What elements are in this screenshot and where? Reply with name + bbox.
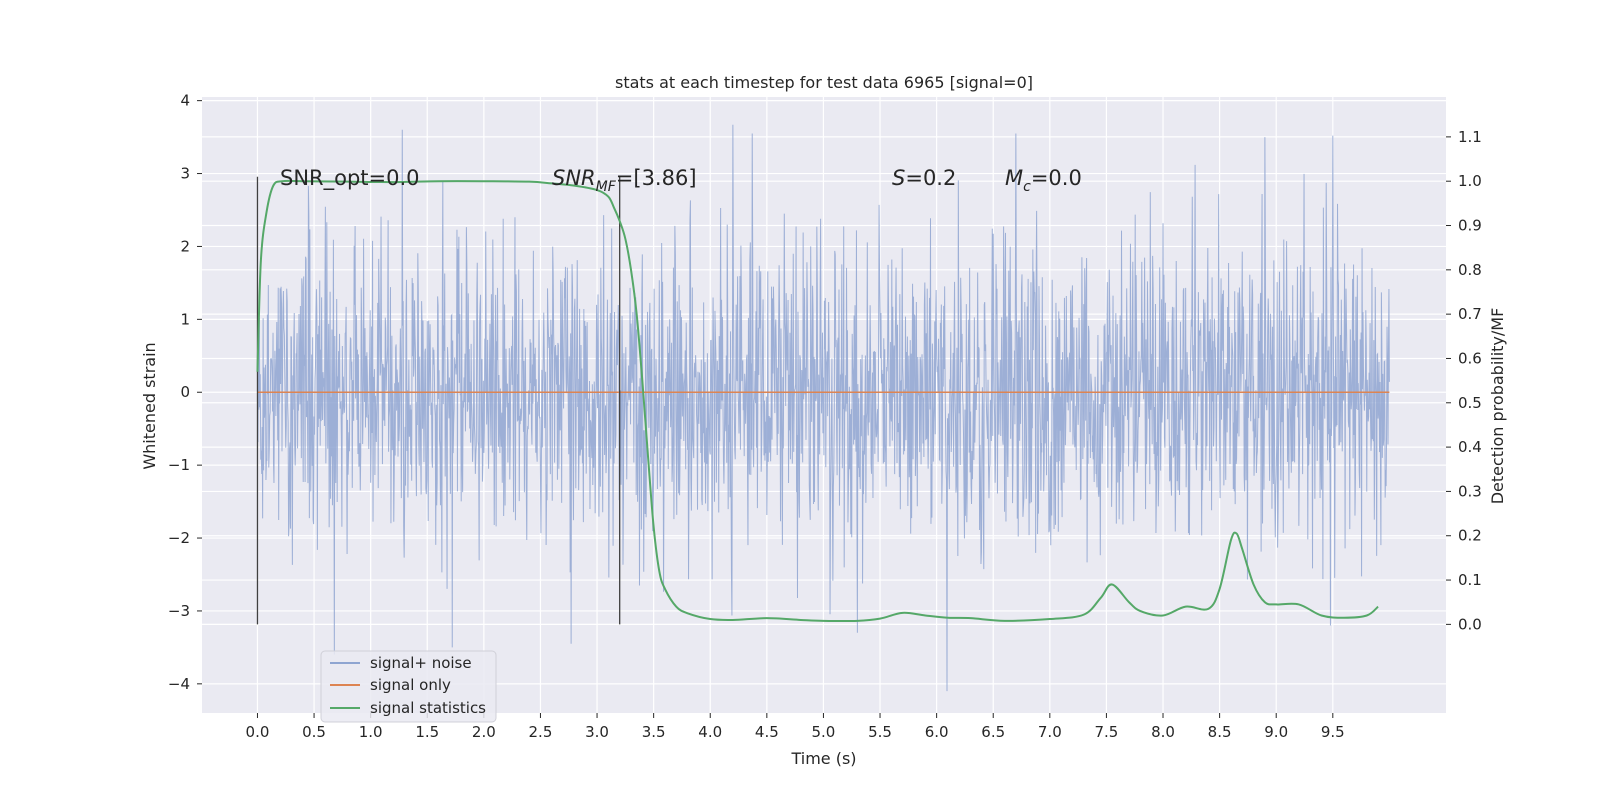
y-left-tick-label: 4 (180, 92, 190, 110)
x-tick-label: 9.0 (1264, 723, 1288, 741)
x-tick-label: 6.5 (981, 723, 1005, 741)
signal-noise-line (256, 124, 1390, 692)
annotation-mc-sub: c (1023, 179, 1031, 195)
annotation-snr-mf: SNRMF=[3.86] (552, 166, 697, 195)
x-tick-label: 8.0 (1151, 723, 1175, 741)
annotation-mc: Mc=0.0 (1005, 166, 1082, 195)
x-tick-label: 4.5 (755, 723, 779, 741)
y-right-tick-label: 0.1 (1458, 571, 1482, 589)
y-left-tick-label: −2 (168, 529, 190, 547)
x-tick-label: 7.0 (1038, 723, 1062, 741)
x-axis-label: Time (s) (790, 749, 856, 768)
y-left-tick-label: 0 (180, 383, 190, 401)
y-right-tick-label: 0.0 (1458, 615, 1482, 633)
y-right-tick-label: 1.1 (1458, 128, 1482, 146)
y-right-tick-label: 0.7 (1458, 305, 1482, 323)
x-tick-label: 0.0 (246, 723, 270, 741)
legend-label-signal-noise: signal+ noise (370, 654, 472, 672)
y-left-tick-label: 1 (180, 310, 190, 328)
x-tick-label: 2.5 (529, 723, 553, 741)
x-axis-ticks: 0.0 0.5 1.0 1.5 2.0 2.5 3.0 3.5 4.0 4.5 5.0 5.5 6.0 6… (246, 713, 1345, 741)
y-right-tick-label: 0.6 (1458, 349, 1482, 367)
y-left-axis-label: Whitened strain (140, 342, 159, 469)
y-right-tick-label: 0.2 (1458, 527, 1482, 545)
annotation-s: S=0.2 (892, 166, 956, 190)
annotation-s-main: S (892, 166, 905, 190)
y-left-tick-label: −3 (168, 602, 190, 620)
annotation-s-value: =0.2 (905, 166, 956, 190)
annotation-mc-main: M (1005, 166, 1023, 190)
y-right-tick-label: 1.0 (1458, 172, 1482, 190)
legend: signal+ noise signal only signal statist… (320, 650, 497, 723)
x-tick-label: 1.0 (359, 723, 383, 741)
x-tick-label: 5.5 (868, 723, 892, 741)
y-right-axis-ticks: 1.1 1.0 0.9 0.8 0.7 0.6 0.5 0.4 0.3 0.2 0.1 0.0 (1446, 128, 1482, 633)
x-tick-label: 7.5 (1094, 723, 1118, 741)
annotation-snr-opt: SNR_opt=0.0 (280, 166, 420, 191)
y-right-tick-label: 0.8 (1458, 261, 1482, 279)
x-tick-label: 0.5 (302, 723, 326, 741)
y-right-tick-label: 0.4 (1458, 438, 1482, 456)
signal-noise-series (256, 124, 1390, 692)
y-left-tick-label: 2 (180, 237, 190, 255)
y-left-tick-label: −4 (168, 675, 190, 693)
y-left-axis-ticks: 4 3 2 1 0 −1 −2 −3 −4 (168, 92, 202, 693)
legend-label-signal-only: signal only (370, 676, 451, 694)
x-tick-label: 2.0 (472, 723, 496, 741)
x-tick-label: 3.0 (585, 723, 609, 741)
x-tick-label: 5.0 (812, 723, 836, 741)
x-tick-label: 3.5 (642, 723, 666, 741)
x-tick-label: 4.0 (698, 723, 722, 741)
annotation-mc-value: =0.0 (1031, 166, 1082, 190)
annotation-snr-mf-value: =[3.86] (616, 166, 697, 190)
y-right-tick-label: 0.3 (1458, 482, 1482, 500)
x-tick-label: 9.5 (1321, 723, 1345, 741)
legend-label-signal-statistics: signal statistics (370, 699, 486, 717)
chart-title: stats at each timestep for test data 696… (615, 73, 1033, 92)
signal-statistics-series (256, 179, 1379, 623)
y-right-tick-label: 0.9 (1458, 217, 1482, 235)
x-tick-label: 1.5 (415, 723, 439, 741)
y-left-tick-label: 3 (180, 165, 190, 183)
y-left-tick-label: −1 (168, 456, 190, 474)
annotation-snr-mf-sub: MF (596, 179, 617, 195)
x-tick-label: 8.5 (1208, 723, 1232, 741)
vertical-markers (256, 176, 621, 625)
legend-box (320, 650, 497, 723)
y-right-axis-label: Detection probability/MF (1488, 308, 1507, 505)
y-right-tick-label: 0.5 (1458, 394, 1482, 412)
x-tick-label: 6.0 (925, 723, 949, 741)
annotation-snr-mf-main: SNR (552, 166, 596, 190)
